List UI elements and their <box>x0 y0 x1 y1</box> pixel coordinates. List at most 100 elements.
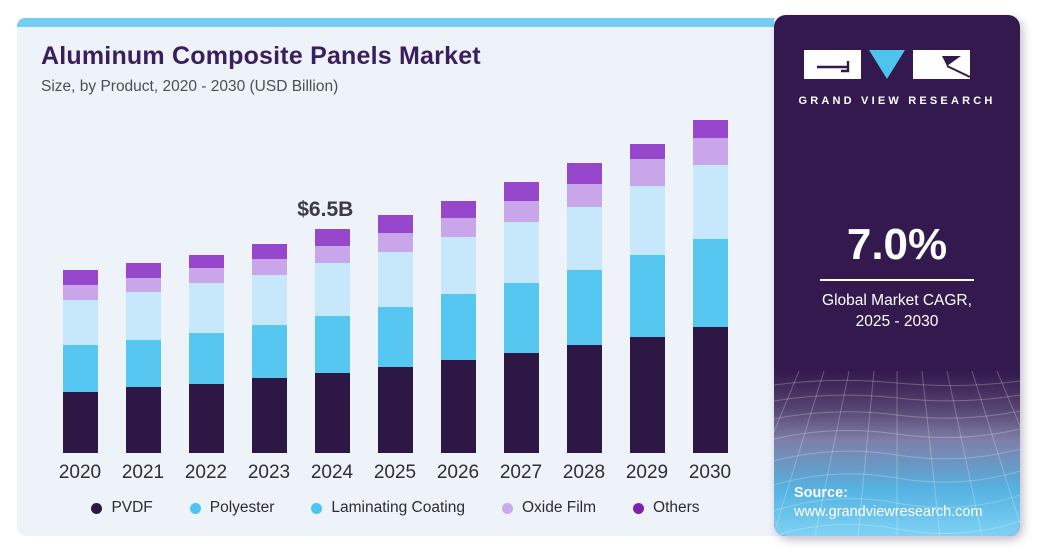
bar-column-2023: 2023 <box>247 243 291 483</box>
bar-segment-pvdf <box>188 383 224 453</box>
source-label: Source: <box>794 485 848 501</box>
bar-segment-others <box>440 200 476 219</box>
accent-top-strip <box>17 18 774 27</box>
page-title: Aluminum Composite Panels Market <box>41 42 481 70</box>
brand-wordmark: GRAND VIEW RESEARCH <box>798 95 996 107</box>
bar-segment-others <box>125 263 161 278</box>
cagr-value: 7.0% <box>846 220 948 269</box>
bar-segment-others <box>629 143 665 160</box>
x-axis-label-2027: 2027 <box>499 462 543 483</box>
bar-segment-laminating-coating <box>62 299 98 346</box>
bar-column-2021: 2021 <box>121 263 165 483</box>
x-axis-label-2021: 2021 <box>121 462 165 483</box>
bar-segment-others <box>62 270 98 286</box>
bar-segment-oxide-film <box>314 245 350 264</box>
bar-segment-pvdf <box>62 391 98 453</box>
bar-segment-polyester <box>314 316 350 373</box>
bar-segment-pvdf <box>566 345 602 453</box>
source-block: Source: www.grandviewresearch.com <box>794 485 983 520</box>
bar-segment-polyester <box>629 255 665 338</box>
bar-column-2025: 2025 <box>373 215 417 483</box>
bar-segment-polyester <box>62 345 98 392</box>
x-axis-label-2028: 2028 <box>562 462 606 483</box>
bar-segment-oxide-film <box>125 277 161 293</box>
stacked-bar-chart: 2020 2021 2022 2023 $6.5B 2024 2025 2026 2027 202… <box>58 109 732 483</box>
x-axis-label-2029: 2029 <box>625 462 669 483</box>
bar-column-2028: 2028 <box>562 163 606 483</box>
bar-segment-polyester <box>125 339 161 388</box>
bar-segment-others <box>503 182 539 202</box>
bar-segment-oxide-film <box>251 259 287 275</box>
bar-segment-pvdf <box>314 372 350 453</box>
bar-column-2030: 2030 <box>688 119 732 483</box>
bar-2030 <box>692 119 728 453</box>
bar-segment-pvdf <box>440 360 476 453</box>
bar-segment-oxide-film <box>692 138 728 165</box>
cagr-block: 7.0% Global Market CAGR, 2025 - 2030 <box>774 223 1020 333</box>
bar-segment-polyester <box>377 306 413 368</box>
bar-segment-laminating-coating <box>251 274 287 326</box>
bar-segment-oxide-film <box>377 232 413 252</box>
bar-segment-polyester <box>692 239 728 327</box>
bar-segment-others <box>692 119 728 139</box>
legend-dot-polyester <box>189 502 201 514</box>
bar-segment-polyester <box>251 325 287 379</box>
cagr-divider <box>820 279 974 281</box>
bar-column-2027: 2027 <box>499 182 543 483</box>
legend: PVDF Polyester Laminating Coating Oxide Fil… <box>17 499 774 517</box>
legend-dot-others <box>633 502 645 514</box>
source-url-link[interactable]: www.grandviewresearch.com <box>794 504 983 520</box>
bar-segment-oxide-film <box>503 201 539 223</box>
bar-segment-others <box>566 163 602 185</box>
bar-segment-laminating-coating <box>440 237 476 295</box>
logo-g-glyph <box>817 61 850 73</box>
bar-column-2020: 2020 <box>58 270 102 483</box>
bar-segment-laminating-coating <box>125 292 161 340</box>
logo-v-triangle <box>869 50 905 79</box>
bar-column-2026: 2026 <box>436 200 480 483</box>
bar-column-2022: 2022 <box>184 254 228 483</box>
brand-panel: GRAND VIEW RESEARCH 7.0% Global Market C… <box>774 15 1020 536</box>
bar-column-2024: $6.5B 2024 <box>297 198 354 483</box>
bar-2028 <box>566 163 602 453</box>
bar-segment-laminating-coating <box>314 263 350 317</box>
chart-header: Aluminum Composite Panels Market Size, b… <box>41 42 481 96</box>
gvr-logo <box>804 50 971 79</box>
legend-dot-oxide-film <box>501 502 513 514</box>
bar-segment-oxide-film <box>440 218 476 238</box>
bar-segment-others <box>377 215 413 233</box>
legend-label-laminating-coating: Laminating Coating <box>331 499 465 516</box>
bar-segment-oxide-film <box>62 285 98 300</box>
legend-item-pvdf: PVDF <box>91 499 153 517</box>
x-axis-label-2023: 2023 <box>247 462 291 483</box>
bar-2022 <box>188 254 224 453</box>
bar-segment-pvdf <box>503 352 539 453</box>
x-axis-label-2030: 2030 <box>688 462 732 483</box>
x-axis-label-2025: 2025 <box>373 462 417 483</box>
bar-segment-laminating-coating <box>629 186 665 256</box>
bar-segment-pvdf <box>251 378 287 453</box>
cagr-label-line1: Global Market CAGR, <box>822 292 972 309</box>
bar-segment-laminating-coating <box>692 164 728 240</box>
bar-segment-laminating-coating <box>188 283 224 333</box>
x-axis-label-2020: 2020 <box>58 462 102 483</box>
x-axis-label-2022: 2022 <box>184 462 228 483</box>
legend-label-oxide-film: Oxide Film <box>521 499 597 516</box>
bar-segment-laminating-coating <box>566 206 602 270</box>
logo-r-leg <box>946 65 971 78</box>
bar-segment-pvdf <box>125 387 161 453</box>
logo-g-block <box>804 50 861 79</box>
logo-r-block <box>913 50 970 79</box>
x-axis-label-2026: 2026 <box>436 462 480 483</box>
bar-2026 <box>440 200 476 453</box>
x-axis-label-2024: 2024 <box>310 462 354 483</box>
bar-segment-oxide-film <box>566 184 602 207</box>
legend-item-oxide-film: Oxide Film <box>501 499 597 517</box>
logo-r-glyph <box>942 56 961 66</box>
bar-segment-oxide-film <box>629 159 665 187</box>
page-subtitle: Size, by Product, 2020 - 2030 (USD Billi… <box>41 78 339 95</box>
bar-2027 <box>503 182 539 453</box>
bar-segment-laminating-coating <box>503 222 539 284</box>
bar-2024 <box>314 229 350 453</box>
bar-segment-others <box>188 254 224 269</box>
